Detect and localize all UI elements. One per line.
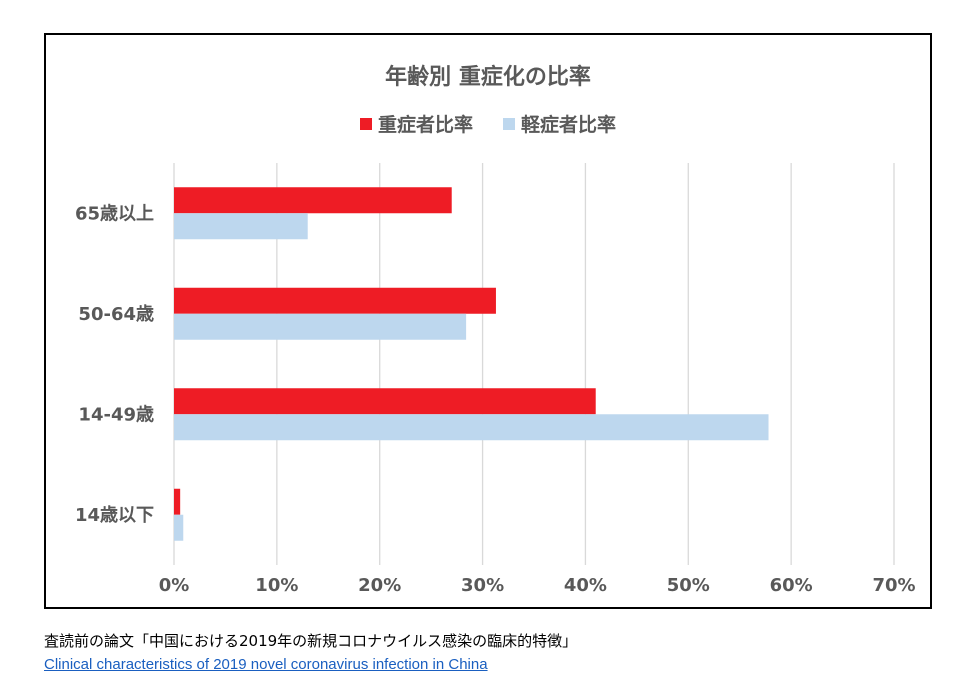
category-label: 14-49歳 xyxy=(78,404,154,425)
bar-severe xyxy=(174,488,181,515)
legend-item-mild: 軽症者比率 xyxy=(503,110,616,137)
x-tick-label: 30% xyxy=(461,575,504,596)
caption: 査読前の論文「中国における2019年の新規コロナウイルス感染の臨床的特徴」 xyxy=(44,632,578,650)
legend: 重症者比率 軽症者比率 xyxy=(46,110,930,137)
legend-swatch-severe xyxy=(359,117,372,130)
bar-severe xyxy=(174,287,496,314)
x-tick-label: 0% xyxy=(159,575,190,596)
x-tick-label: 10% xyxy=(255,575,298,596)
x-tick-label: 70% xyxy=(872,575,915,596)
legend-item-severe: 重症者比率 xyxy=(359,110,473,137)
bar-severe xyxy=(174,187,452,214)
bar-severe xyxy=(174,388,596,415)
x-tick-label: 40% xyxy=(564,575,607,596)
x-tick-label: 20% xyxy=(358,575,401,596)
legend-swatch-mild xyxy=(503,117,515,130)
bar-mild xyxy=(174,414,769,441)
bar-mild xyxy=(174,213,308,240)
x-tick-label: 60% xyxy=(770,575,813,596)
category-label: 50-64歳 xyxy=(78,304,154,325)
category-label: 14歳以下 xyxy=(75,505,154,526)
legend-label-mild: 軽症者比率 xyxy=(521,114,617,136)
category-label: 65歳以上 xyxy=(75,203,154,224)
plot-area: 0% 10% 20% 30% 40% 50% 60% 70% 65歳以上 50-64歳 14-49歳… xyxy=(75,163,916,596)
x-tick-label: 50% xyxy=(667,575,710,596)
bar-mild xyxy=(174,514,184,541)
chart-frame: 年齢別 重症化の比率 重症者比率 軽症者比率 0% 10% 20% 30% 40% 50%… xyxy=(44,33,932,609)
legend-label-severe: 重症者比率 xyxy=(377,114,473,136)
source-link[interactable]: Clinical characteristics of 2019 novel c… xyxy=(44,656,488,673)
bar-mild xyxy=(174,313,467,340)
chart-title: 年齢別 重症化の比率 xyxy=(385,65,591,90)
